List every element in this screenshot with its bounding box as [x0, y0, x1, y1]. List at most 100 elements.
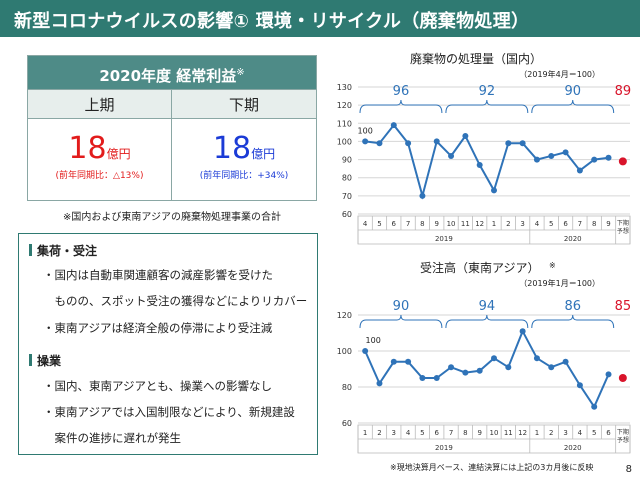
data-point [491, 355, 497, 362]
first-half-unit: 億円 [106, 147, 131, 161]
second-half-cell: 18億円 (前年同期比：+34%) [172, 119, 316, 200]
half-year-bracket [359, 314, 443, 329]
year-label: 2019 [435, 444, 453, 452]
half-year-average-label: 92 [479, 84, 496, 99]
half-year-bracket [531, 99, 615, 114]
data-point [548, 364, 555, 371]
domestic-waste-chart: 廃棄物の処理量（国内）（2019年4月＝100）6070809010011012… [337, 51, 631, 245]
profit-note: ※国内および東南アジアの廃棄物処理事業の合計 [63, 212, 281, 223]
x-tick-label: 8 [463, 429, 467, 437]
first-half-value: 18 [68, 131, 107, 166]
data-point [390, 358, 397, 365]
x-tick-label: 3 [392, 429, 396, 437]
second-half-value-wrap: 18億円 [213, 131, 275, 166]
title-bar: 新型コロナウイルスの影響① 環境・リサイクル（廃棄物処理） [0, 0, 640, 37]
data-point [533, 156, 540, 163]
profit-title-text: 2020年度 経常利益 [99, 67, 237, 85]
half-year-bracket [531, 314, 615, 329]
second-half-header: 下期 [172, 89, 316, 119]
data-point [576, 167, 583, 174]
half-year-bracket [359, 99, 443, 114]
first-half-yoy: (前年同期比：△13%) [55, 171, 144, 181]
data-point [519, 328, 526, 335]
x-tick-label: 5 [377, 220, 381, 228]
section-collection-title: 集荷・受注 [29, 242, 97, 259]
page-number: 8 [625, 464, 632, 475]
page-title: 新型コロナウイルスの影響① 環境・リサイクル（廃棄物処理） [14, 11, 530, 32]
chart-title-mark: ※ [549, 261, 556, 270]
data-point [562, 358, 569, 365]
x-tick-label: 2 [549, 429, 553, 437]
x-tick-label: 4 [578, 429, 583, 437]
x-tick-label: 7 [406, 220, 410, 228]
data-point [505, 364, 512, 371]
x-tick-label: 2 [377, 429, 381, 437]
half-year-average-label: 94 [479, 299, 496, 314]
chart-title: 受注高（東南アジア） [420, 260, 540, 275]
x-tick-label: 6 [392, 220, 397, 228]
start-value-label: 100 [366, 336, 381, 345]
x-tick-label: 6 [563, 220, 568, 228]
y-tick-label: 60 [342, 419, 352, 428]
year-label: 2020 [564, 235, 582, 243]
data-point [362, 138, 369, 145]
data-point [591, 403, 598, 410]
x-tick-label: 4 [363, 220, 368, 228]
section-operation-title: 操業 [29, 352, 61, 369]
y-tick-label: 130 [337, 83, 352, 92]
x-tick-label: 9 [477, 429, 481, 437]
second-half-yoy: (前年同期比：+34%) [199, 171, 289, 181]
forecast-value-label: 85 [615, 299, 632, 314]
x-tick-label: 11 [461, 220, 470, 228]
chart-title: 廃棄物の処理量（国内） [410, 51, 542, 66]
chart-footnote: ※現地決算月ベース、連結決算には上記の3カ月後に反映 [390, 463, 594, 472]
half-year-average-label: 90 [564, 84, 581, 99]
y-tick-label: 110 [337, 119, 352, 128]
summary-line: 案件の進捗に遅れが発生 [43, 431, 181, 445]
y-tick-label: 120 [337, 101, 352, 110]
section-operation-text: 操業 [37, 354, 62, 368]
first-half-cell: 18億円 (前年同期比：△13%) [28, 119, 172, 200]
second-half-unit: 億円 [251, 147, 276, 161]
data-point [448, 364, 455, 371]
x-tick-label: 8 [592, 220, 596, 228]
data-point [562, 149, 569, 156]
data-point [419, 192, 426, 199]
summary-line: ・国内は自動車関連顧客の減産影響を受けた [43, 268, 273, 282]
x-tick-label: 7 [449, 429, 453, 437]
start-value-label: 100 [358, 126, 373, 135]
half-year-average-label: 86 [564, 299, 581, 314]
first-half-value-wrap: 18億円 [68, 131, 130, 166]
x-tick-label: 6 [606, 429, 611, 437]
chart-subtitle: （2019年1月＝100） [519, 278, 600, 288]
section-marker [29, 244, 32, 256]
x-tick-label: 10 [490, 429, 499, 437]
data-point [376, 140, 383, 147]
y-tick-label: 80 [342, 174, 352, 183]
forecast-point [618, 374, 627, 382]
data-point [462, 132, 469, 139]
x-tick-label: 11 [504, 429, 513, 437]
series-line [364, 328, 610, 409]
data-point [548, 152, 555, 159]
profit-table: 2020年度 経常利益※ 上期 下期 18億円 (前年同期比：△13%) 18億… [27, 55, 317, 201]
y-tick-label: 90 [342, 156, 352, 165]
half-year-bracket [445, 314, 529, 329]
data-point [405, 358, 412, 365]
data-point [362, 348, 369, 354]
chart-subtitle: （2019年4月＝100） [519, 69, 600, 79]
forecast-x-label: 予想 [617, 227, 629, 235]
x-tick-label: 12 [518, 429, 527, 437]
second-half-value: 18 [212, 131, 252, 166]
y-tick-label: 80 [342, 383, 352, 392]
x-tick-label: 1 [535, 429, 539, 437]
profit-title-mark: ※ [236, 67, 245, 78]
x-tick-label: 12 [475, 220, 484, 228]
data-point [476, 367, 483, 374]
x-tick-label: 3 [520, 220, 524, 228]
x-tick-label: 5 [549, 220, 553, 228]
x-tick-label: 10 [447, 220, 456, 228]
section-collection-text: 集荷・受注 [37, 244, 98, 258]
x-tick-label: 7 [578, 220, 582, 228]
x-tick-label: 1 [363, 429, 367, 437]
